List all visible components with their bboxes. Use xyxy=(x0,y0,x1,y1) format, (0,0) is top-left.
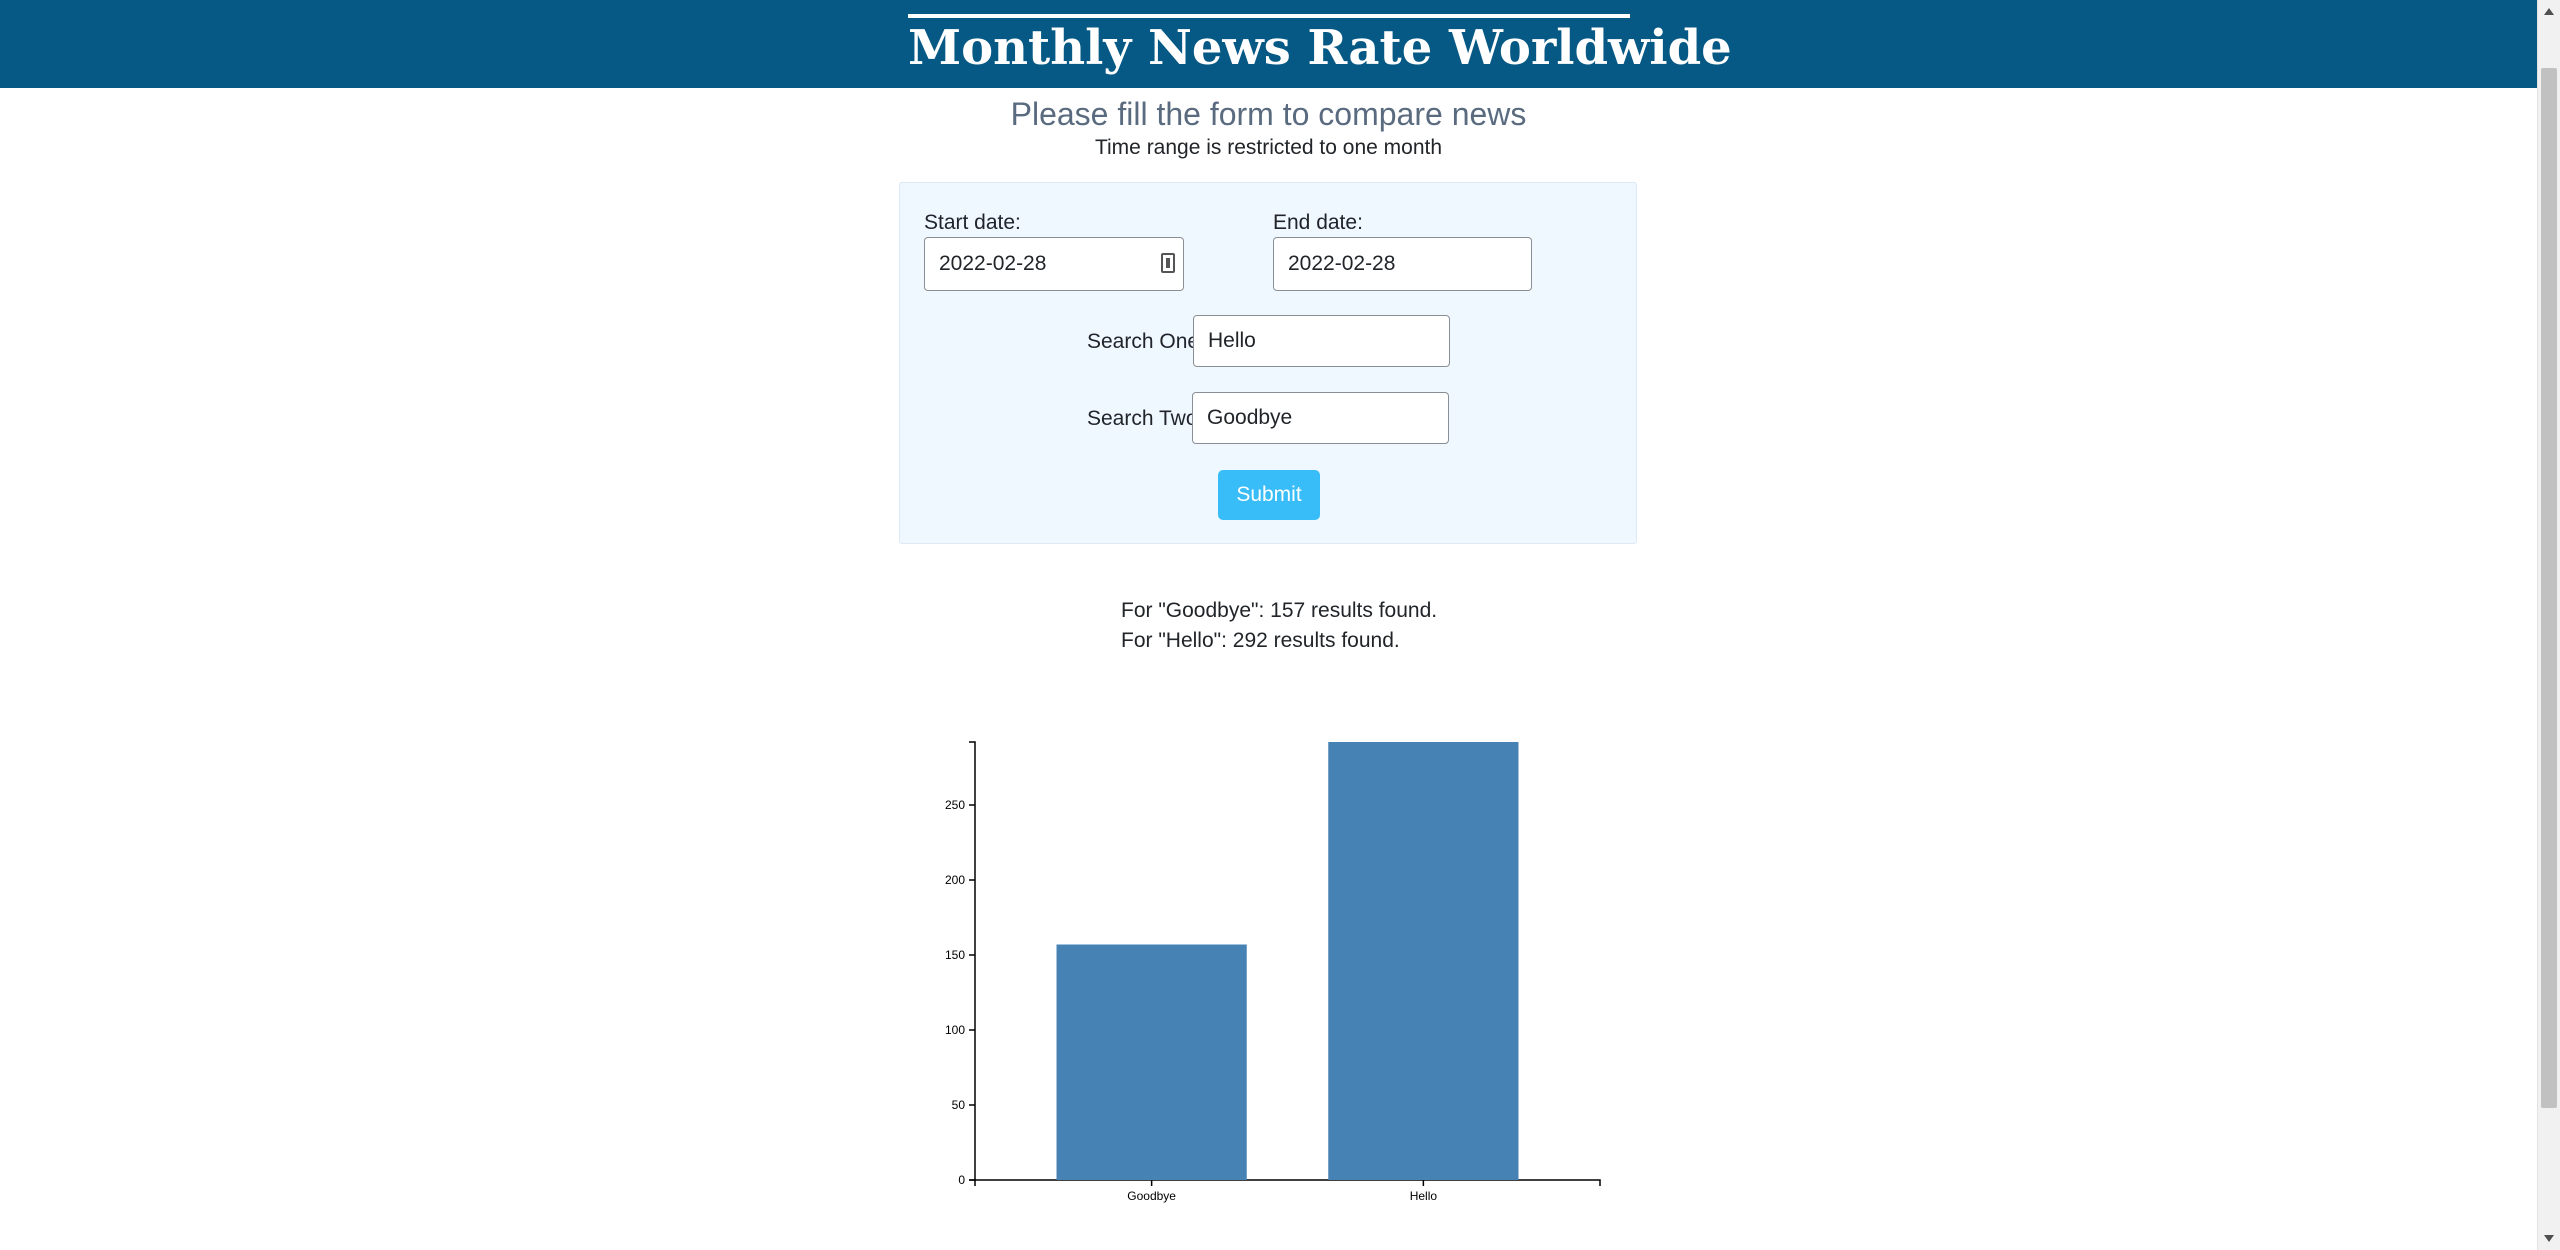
vertical-scrollbar[interactable] xyxy=(2537,0,2560,1250)
search-two-value: Goodbye xyxy=(1207,406,1293,429)
y-tick-label: 200 xyxy=(945,873,965,887)
y-tick-label: 0 xyxy=(958,1173,965,1187)
y-axis-line xyxy=(969,741,976,1181)
page-title: Monthly News Rate Worldwide xyxy=(908,14,1732,76)
scroll-up-arrow-icon[interactable] xyxy=(2544,8,2554,15)
end-date-input[interactable]: 2022-02-28 xyxy=(1273,237,1532,291)
search-two-label: Search Two: xyxy=(1087,407,1204,430)
x-tick-label: Hello xyxy=(1410,1189,1438,1203)
bar-goodbye xyxy=(1056,944,1247,1180)
search-two-input[interactable]: Goodbye xyxy=(1192,392,1449,444)
calendar-icon[interactable] xyxy=(1161,253,1175,273)
header-bar: Monthly News Rate Worldwide xyxy=(0,0,2537,88)
search-one-label: Search One: xyxy=(1087,330,1205,353)
submit-button[interactable]: Submit xyxy=(1218,470,1320,520)
scroll-thumb[interactable] xyxy=(2541,68,2557,1108)
search-one-value: Hello xyxy=(1208,329,1256,352)
y-tick-label: 250 xyxy=(945,798,965,812)
x-tick-label: Goodbye xyxy=(1127,1189,1176,1203)
start-date-label: Start date: xyxy=(924,211,1021,234)
start-date-input[interactable]: 2022-02-28 xyxy=(924,237,1184,291)
end-date-label: End date: xyxy=(1273,211,1363,234)
y-tick-label: 50 xyxy=(952,1098,966,1112)
results-bar-chart: 0 50 100 150 200 250 Goodbye Hello xyxy=(945,741,1601,1203)
y-tick-label: 150 xyxy=(945,948,965,962)
search-one-input[interactable]: Hello xyxy=(1193,315,1450,367)
result-hello: For "Hello": 292 results found. xyxy=(1121,629,1400,652)
y-tick-label: 100 xyxy=(945,1023,965,1037)
end-date-value: 2022-02-28 xyxy=(1288,252,1396,275)
scroll-down-arrow-icon[interactable] xyxy=(2544,1235,2554,1242)
bar-hello xyxy=(1328,742,1519,1180)
x-axis-line xyxy=(974,1179,1601,1186)
result-goodbye: For "Goodbye": 157 results found. xyxy=(1121,599,1438,622)
time-range-note: Time range is restricted to one month xyxy=(1094,136,1443,159)
form-heading: Please fill the form to compare news xyxy=(1010,96,1527,132)
start-date-value: 2022-02-28 xyxy=(939,252,1047,275)
